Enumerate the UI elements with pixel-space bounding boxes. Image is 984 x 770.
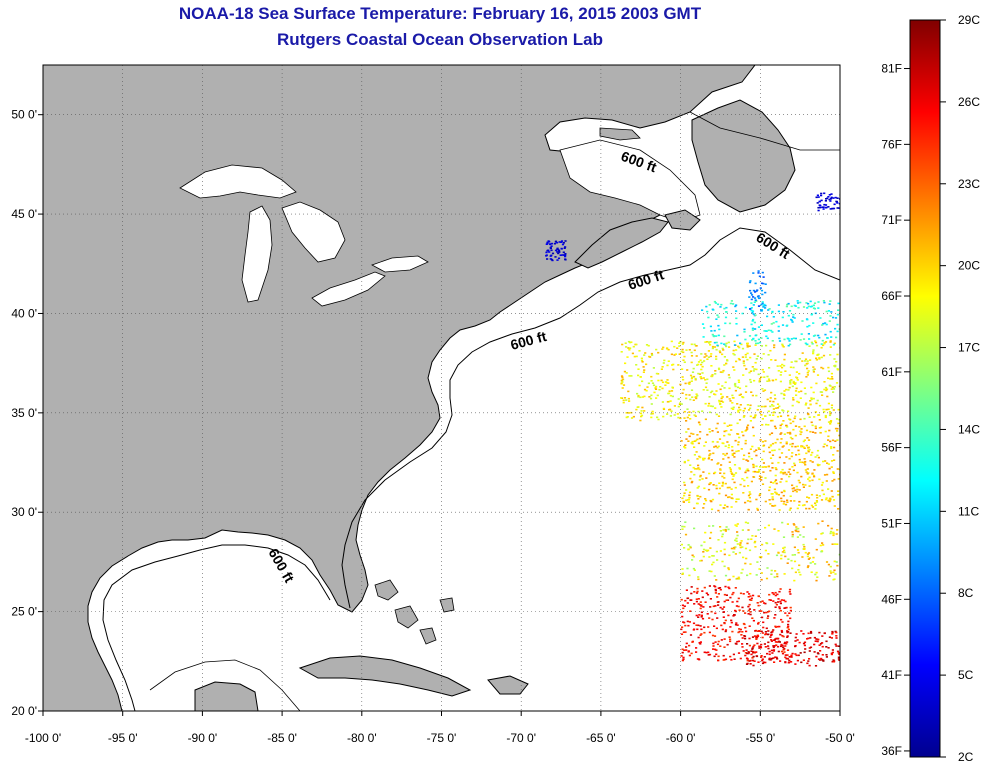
- celsius-label: 17C: [958, 341, 980, 355]
- lat-lon-grid: [43, 65, 840, 711]
- temperature-colorbar: [909, 19, 941, 758]
- y-tick-label: 35 0': [11, 406, 37, 420]
- anticosti-island: [599, 127, 641, 141]
- y-tick-label: 40 0': [11, 306, 37, 320]
- colorbar-celsius-labels: 29C 26C 23C 20C 17C 14C 11C 8C 5C 2C: [940, 13, 980, 764]
- fahrenheit-label: 66F: [881, 289, 902, 303]
- lake-michigan: [241, 205, 273, 303]
- x-tick-label: -100 0': [25, 731, 61, 745]
- lake-ontario: [371, 255, 429, 273]
- fahrenheit-label: 71F: [881, 213, 902, 227]
- colorbar-fahrenheit-labels: 81F 76F 71F 66F 61F 56F 51F 46F 41F 36F: [881, 62, 910, 758]
- cape-breton-island: [664, 209, 701, 231]
- cuba: [298, 655, 472, 697]
- y-tick-label: 20 0': [11, 704, 37, 718]
- map-subtitle: Rutgers Coastal Ocean Observation Lab: [277, 30, 603, 49]
- y-tick-label: 25 0': [11, 605, 37, 619]
- isobath-600ft-atlantic: [341, 227, 840, 609]
- celsius-label: 2C: [958, 750, 974, 764]
- fahrenheit-label: 46F: [881, 592, 902, 606]
- fahrenheit-label: 51F: [881, 516, 902, 530]
- x-tick-label: -85 0': [267, 731, 297, 745]
- x-tick-label: -95 0': [108, 731, 138, 745]
- celsius-label: 29C: [958, 13, 980, 27]
- yucatan: [194, 681, 259, 711]
- y-tick-label: 45 0': [11, 207, 37, 221]
- longitude-axis: -100 0' -95 0' -90 0' -85 0' -80 0' -75 0' -70…: [25, 711, 855, 745]
- x-tick-label: -55 0': [745, 731, 775, 745]
- celsius-label: 8C: [958, 586, 974, 600]
- sst-data-layer: [545, 192, 840, 667]
- nova-scotia: [574, 217, 669, 269]
- celsius-label: 5C: [958, 668, 974, 682]
- celsius-label: 14C: [958, 422, 980, 436]
- hispaniola: [487, 675, 529, 695]
- celsius-label: 20C: [958, 259, 980, 273]
- celsius-label: 11C: [958, 504, 979, 518]
- celsius-label: 26C: [958, 95, 980, 109]
- x-tick-label: -50 0': [825, 731, 855, 745]
- map-content: [43, 65, 840, 711]
- x-tick-label: -65 0': [586, 731, 616, 745]
- celsius-label: 23C: [958, 177, 980, 191]
- fahrenheit-label: 61F: [881, 365, 902, 379]
- y-tick-label: 30 0': [11, 505, 37, 519]
- lake-erie: [311, 271, 386, 307]
- newfoundland: [691, 99, 796, 213]
- lake-superior: [179, 164, 297, 199]
- fahrenheit-label: 76F: [881, 137, 902, 151]
- bahamas-islands: [374, 579, 455, 645]
- latitude-axis: 50 0' 45 0' 40 0' 35 0' 30 0' 25 0' 20 0': [11, 108, 43, 718]
- x-tick-label: -80 0': [347, 731, 377, 745]
- isobath-600ft-gulf: [102, 544, 331, 711]
- fahrenheit-label: 56F: [881, 441, 902, 455]
- map-title: NOAA-18 Sea Surface Temperature: Februar…: [178, 4, 702, 23]
- x-tick-label: -75 0': [427, 731, 457, 745]
- y-tick-label: 50 0': [11, 108, 37, 122]
- fahrenheit-label: 36F: [881, 744, 902, 758]
- fahrenheit-label: 41F: [881, 668, 902, 682]
- lake-huron: [281, 201, 346, 263]
- x-tick-label: -60 0': [666, 731, 696, 745]
- fahrenheit-label: 81F: [881, 62, 902, 76]
- x-tick-label: -70 0': [506, 731, 536, 745]
- x-tick-label: -90 0': [188, 731, 218, 745]
